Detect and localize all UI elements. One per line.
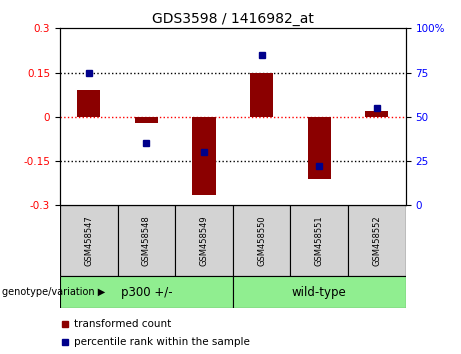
Bar <box>365 111 388 117</box>
Text: wild-type: wild-type <box>292 286 347 298</box>
Bar <box>250 73 273 117</box>
Bar <box>308 117 331 179</box>
Bar <box>60 205 118 276</box>
Text: GSM458551: GSM458551 <box>315 215 324 266</box>
Text: GSM458549: GSM458549 <box>200 215 208 266</box>
Text: percentile rank within the sample: percentile rank within the sample <box>74 337 250 347</box>
Bar <box>77 90 100 117</box>
Bar <box>118 205 175 276</box>
Bar <box>290 205 348 276</box>
Text: genotype/variation ▶: genotype/variation ▶ <box>2 287 106 297</box>
Text: transformed count: transformed count <box>74 319 171 329</box>
Text: GSM458547: GSM458547 <box>84 215 93 266</box>
Bar <box>193 117 216 195</box>
Bar <box>233 205 290 276</box>
Bar <box>135 117 158 123</box>
Bar <box>233 276 406 308</box>
Text: GSM458550: GSM458550 <box>257 215 266 266</box>
Title: GDS3598 / 1416982_at: GDS3598 / 1416982_at <box>152 12 314 26</box>
Text: GSM458548: GSM458548 <box>142 215 151 266</box>
Bar <box>175 205 233 276</box>
Text: p300 +/-: p300 +/- <box>121 286 172 298</box>
Bar <box>60 276 233 308</box>
Text: GSM458552: GSM458552 <box>372 215 381 266</box>
Bar <box>348 205 406 276</box>
